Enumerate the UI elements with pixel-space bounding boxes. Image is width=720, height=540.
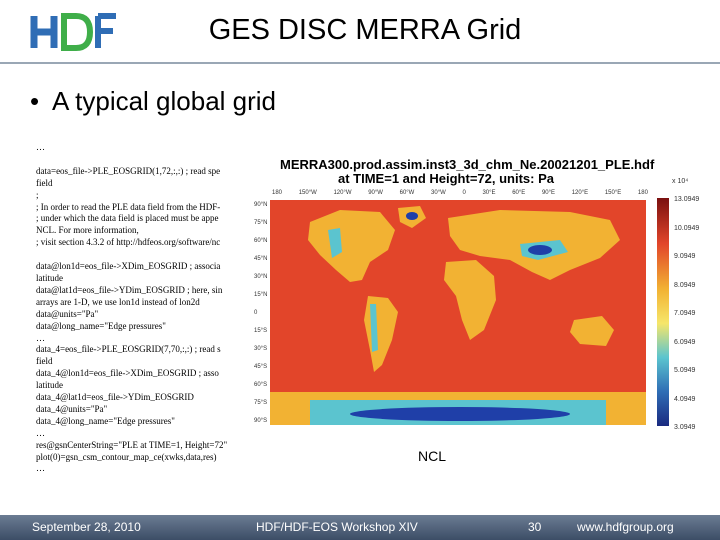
longitude-tick-label: 90°W — [368, 190, 383, 196]
code-line — [36, 154, 248, 166]
longitude-tick-label: 180 — [637, 190, 648, 196]
colorbar-tick-label: 7.0949 — [674, 310, 696, 317]
map-figure: MERRA300.prod.assim.inst3_3d_chm_Ne.2002… — [252, 150, 712, 435]
antarctic-peak — [350, 407, 570, 421]
code-line: … — [36, 427, 45, 438]
latitude-labels: 90°N 75°N 60°N 45°N 30°N 15°N 0 15°S 30°S 45°S 60°… — [254, 202, 267, 424]
page-number: 30 — [528, 520, 542, 534]
africa — [444, 260, 496, 340]
longitude-labels: 180 150°W 120°W 90°W 60°W 30°W 0 30°E 60°E 90°E 12… — [272, 190, 648, 196]
code-line: data_4@units="Pa" — [36, 403, 108, 414]
code-line: data@units="Pa" — [36, 308, 99, 319]
longitude-tick-label: 90°E — [541, 190, 556, 196]
code-line: ; In order to read the PLE data field fr… — [36, 201, 221, 212]
mountain-peaks — [350, 212, 570, 421]
bullet-point: • A typical global grid — [30, 86, 276, 117]
longitude-tick-label: 30°W — [431, 190, 446, 196]
longitude-tick-label: 60°E — [512, 190, 526, 196]
code-line: ; under which the data field is placed m… — [36, 213, 219, 224]
title-divider — [0, 62, 720, 64]
colorbar-tick-label: 4.0949 — [674, 395, 696, 403]
global-contour-map — [270, 200, 646, 425]
colorbar-tick-label: 9.0949 — [674, 253, 696, 260]
code-line: data@long_name="Edge pressures" — [36, 320, 166, 331]
longitude-tick-label: 180 — [272, 190, 283, 196]
figure-title: MERRA300.prod.assim.inst3_3d_chm_Ne.2002… — [280, 158, 654, 186]
latitude-tick-label: 90°S — [254, 418, 268, 424]
code-line: latitude — [36, 380, 63, 391]
footer-bar — [0, 515, 720, 540]
code-line: arrays are 1-D, we use lon1d instead of … — [36, 296, 200, 307]
footer-event: HDF/HDF-EOS Workshop XIV — [256, 520, 418, 534]
latitude-tick-label: 0 — [254, 310, 258, 316]
latitude-tick-label: 30°S — [254, 346, 268, 352]
australia — [570, 316, 614, 346]
code-line: field — [36, 177, 53, 188]
latitude-tick-label: 60°N — [254, 238, 268, 244]
longitude-tick-label: 30°E — [482, 190, 496, 196]
longitude-tick-label: 0 — [462, 190, 466, 196]
latitude-tick-label: 75°N — [254, 220, 268, 226]
ncl-label: NCL — [418, 448, 447, 464]
code-line: latitude — [36, 272, 63, 283]
code-line: field — [36, 356, 53, 367]
code-line — [36, 249, 248, 261]
code-line: data_4@lon1d=eos_file->XDim_EOSGRID ; as… — [36, 368, 219, 379]
latitude-tick-label: 45°N — [254, 256, 268, 262]
latitude-tick-label: 75°S — [254, 400, 268, 406]
code-line: plot(0)=gsn_csm_contour_map_ce(xwks,data… — [36, 451, 217, 462]
colorbar-gradient — [657, 198, 669, 426]
figure-title-line2: at TIME=1 and Height=72, units: Pa — [338, 171, 554, 186]
code-line: ; visit section 4.3.2 of http://hdfeos.o… — [36, 237, 221, 248]
north-america — [308, 210, 395, 282]
andes-highland — [370, 304, 378, 352]
tibet-peak — [528, 245, 552, 255]
longitude-tick-label: 120°E — [571, 190, 589, 196]
footer-url: www.hdfgroup.org — [577, 520, 674, 534]
colorbar — [657, 198, 669, 426]
longitude-tick-label: 150°E — [604, 190, 622, 196]
bullet-text: A typical global grid — [52, 86, 277, 116]
colorbar-tick-label: 8.0949 — [674, 281, 696, 289]
latitude-tick-label: 60°S — [254, 382, 268, 388]
colorbar-tick-label: 13.0949 — [674, 196, 700, 203]
latitude-tick-label: 45°S — [254, 364, 268, 370]
code-line: … — [36, 463, 45, 474]
latitude-tick-label: 15°S — [254, 328, 268, 334]
bullet-dot: • — [30, 86, 40, 116]
greenland-peak — [406, 212, 418, 220]
longitude-tick-label: 150°W — [298, 190, 317, 196]
ncl-code-listing: … data=eos_file->PLE_EOSGRID(1,72,:,:) ;… — [36, 142, 248, 482]
code-line: data_4@long_name="Edge pressures" — [36, 415, 175, 426]
colorbar-exponent: x 10⁴ — [672, 178, 689, 185]
code-line: data=eos_file->PLE_EOSGRID(1,72,:,:) ; r… — [36, 165, 221, 176]
colorbar-tick-label: 5.0949 — [674, 367, 696, 374]
longitude-tick-label: 120°W — [333, 190, 352, 196]
colorbar-tick-label: 10.0949 — [674, 224, 700, 232]
code-line: res@gsnCenterString="PLE at TIME=1, Heig… — [36, 439, 228, 450]
latitude-tick-label: 30°N — [254, 274, 268, 280]
code-line: data_4@lat1d=eos_file->YDim_EOSGRID — [36, 392, 194, 403]
code-line: data@lat1d=eos_file->YDim_EOSGRID ; here… — [36, 284, 223, 295]
latitude-tick-label: 90°N — [254, 202, 268, 208]
colorbar-tick-label: 3.0949 — [674, 424, 696, 431]
code-line: … — [36, 142, 45, 152]
longitude-tick-label: 60°W — [399, 190, 415, 196]
code-line: ; — [36, 189, 39, 200]
code-line: data_4=eos_file->PLE_EOSGRID(7,70,:,:) ;… — [36, 344, 221, 355]
footer-date: September 28, 2010 — [32, 520, 141, 534]
figure-title-line1: MERRA300.prod.assim.inst3_3d_chm_Ne.2002… — [280, 157, 655, 172]
slide-title: GES DISC MERRA Grid — [208, 14, 522, 46]
hdf-logo — [28, 8, 118, 56]
code-line: … — [36, 332, 45, 343]
rockies-highland — [328, 228, 342, 258]
code-line: NCL. For more information, — [36, 225, 139, 236]
latitude-tick-label: 15°N — [254, 292, 268, 298]
colorbar-tick-label: 6.0949 — [674, 338, 696, 346]
code-line: data@lon1d=eos_file->XDim_EOSGRID ; asso… — [36, 261, 221, 272]
